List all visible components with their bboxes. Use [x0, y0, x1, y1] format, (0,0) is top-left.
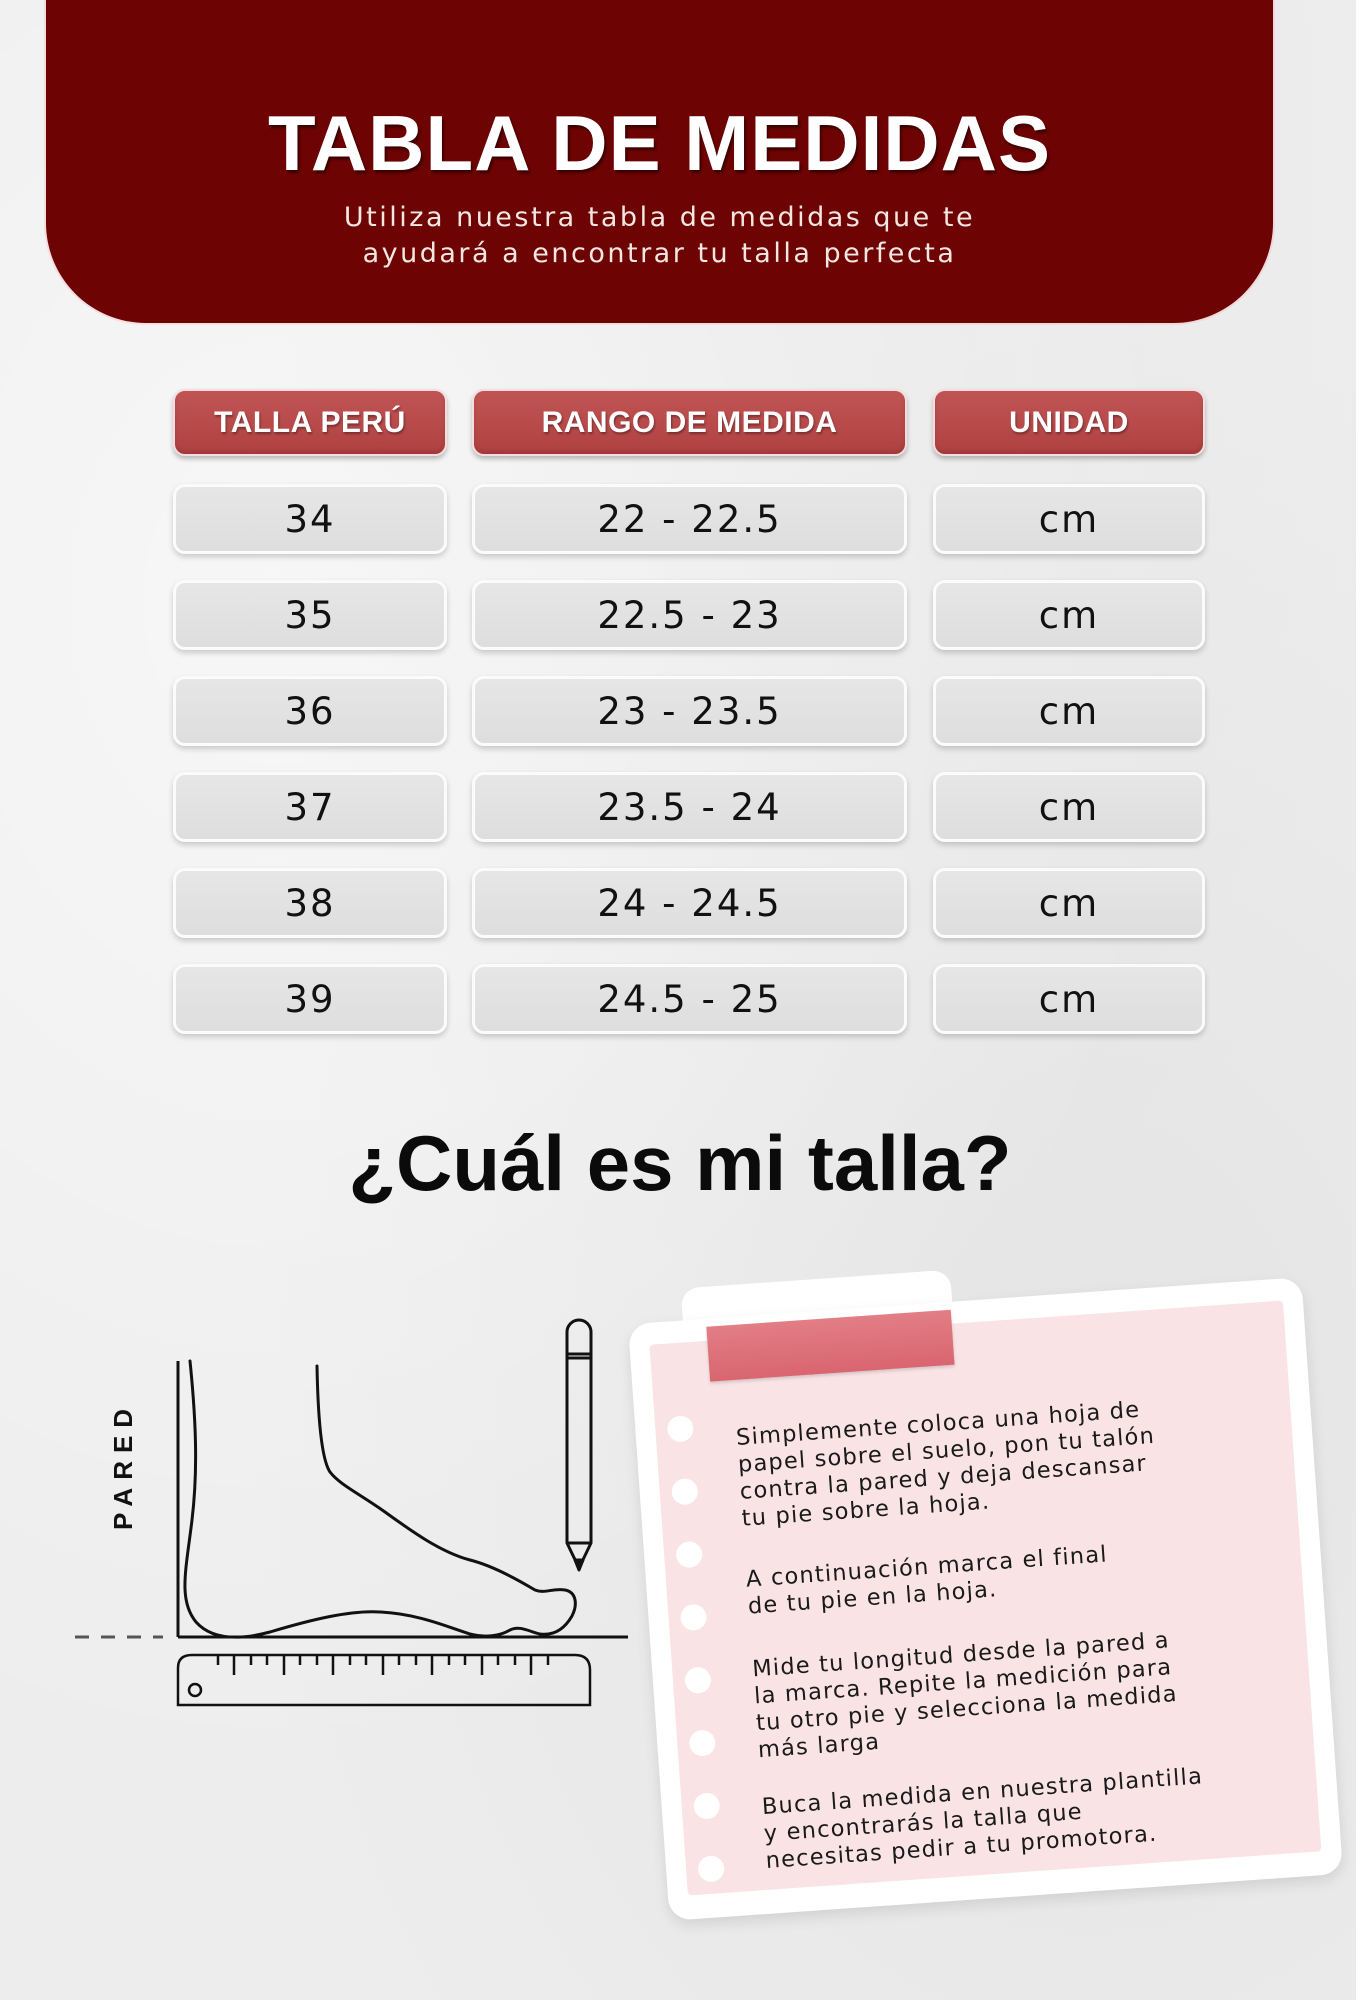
ruler-icon [176, 1653, 592, 1707]
page-title: TABLA DE MEDIDAS [268, 99, 1051, 187]
cell-talla: 37 [173, 772, 447, 842]
cell-talla: 34 [173, 484, 447, 554]
cell-unidad: cm [933, 772, 1205, 842]
cell-talla: 39 [173, 964, 447, 1034]
cell-unidad: cm [933, 868, 1205, 938]
wall-and-floor-lines [176, 1361, 628, 1639]
header-rango-de-medida: RANGO DE MEDIDA [472, 389, 907, 456]
cell-unidad: cm [933, 484, 1205, 554]
foot-measurement-diagram [75, 1318, 628, 1707]
cell-rango: 22 - 22.5 [472, 484, 907, 554]
subtitle-line: Utiliza nuestra tabla de medidas que te [343, 202, 976, 233]
header-unidad: UNIDAD [933, 389, 1205, 456]
instructions-note-card: Simplemente coloca una hoja de papel sob… [627, 1269, 1344, 1921]
cell-rango: 23.5 - 24 [472, 772, 907, 842]
cell-unidad: cm [933, 676, 1205, 746]
page-subtitle: Utiliza nuestra tabla de medidas que te … [46, 200, 1273, 272]
subtitle-line: ayudará a encontrar tu talla perfecta [362, 238, 957, 269]
cell-rango: 23 - 23.5 [472, 676, 907, 746]
section-heading: ¿Cuál es mi talla? [348, 1119, 1012, 1207]
cell-talla: 38 [173, 868, 447, 938]
cell-rango: 24.5 - 25 [472, 964, 907, 1034]
cell-rango: 24 - 24.5 [472, 868, 907, 938]
pencil-icon [565, 1318, 593, 1572]
cell-talla: 36 [173, 676, 447, 746]
cell-talla: 35 [173, 580, 447, 650]
page-edge [1356, 0, 1360, 2000]
header-banner: TABLA DE MEDIDAS Utiliza nuestra tabla d… [46, 0, 1273, 323]
cell-rango: 22.5 - 23 [472, 580, 907, 650]
cell-unidad: cm [933, 580, 1205, 650]
foot-outline-icon [183, 1359, 577, 1639]
cell-unidad: cm [933, 964, 1205, 1034]
header-talla-peru: TALLA PERÚ [173, 389, 447, 456]
